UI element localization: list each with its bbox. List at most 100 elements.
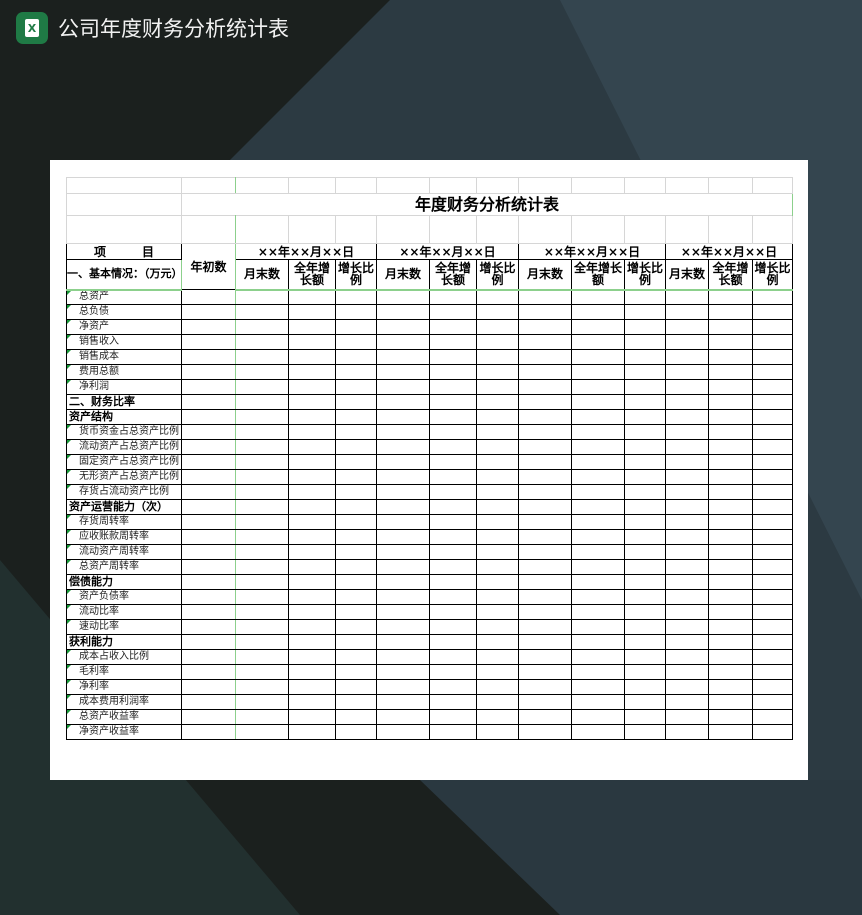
data-cell[interactable] <box>376 604 430 620</box>
data-cell[interactable] <box>752 304 793 320</box>
data-cell[interactable] <box>476 394 519 410</box>
data-cell[interactable] <box>708 634 753 650</box>
data-cell[interactable] <box>181 664 236 680</box>
data-cell[interactable] <box>235 319 289 335</box>
data-cell[interactable] <box>708 664 753 680</box>
data-cell[interactable] <box>181 544 236 560</box>
row-label[interactable]: 成本占收入比例 <box>66 649 182 665</box>
data-cell[interactable] <box>476 349 519 365</box>
data-cell[interactable] <box>181 484 236 500</box>
cell[interactable] <box>665 177 709 194</box>
row-label[interactable]: 总资产周转率 <box>66 559 182 575</box>
data-cell[interactable] <box>752 529 793 545</box>
data-cell[interactable] <box>181 424 236 440</box>
data-cell[interactable] <box>476 649 519 665</box>
data-cell[interactable] <box>752 439 793 455</box>
data-cell[interactable] <box>752 484 793 500</box>
cell[interactable] <box>571 215 625 244</box>
data-cell[interactable] <box>571 499 625 515</box>
data-cell[interactable] <box>376 499 430 515</box>
data-cell[interactable] <box>518 649 572 665</box>
data-cell[interactable] <box>429 349 477 365</box>
row-label[interactable]: 销售成本 <box>66 349 182 365</box>
data-cell[interactable] <box>476 484 519 500</box>
row-label[interactable]: 净资产收益率 <box>66 724 182 740</box>
data-cell[interactable] <box>752 499 793 515</box>
data-cell[interactable] <box>335 589 377 605</box>
data-cell[interactable] <box>429 514 477 530</box>
data-cell[interactable] <box>665 289 709 305</box>
data-cell[interactable] <box>624 709 666 725</box>
data-cell[interactable] <box>429 634 477 650</box>
data-cell[interactable] <box>624 529 666 545</box>
data-cell[interactable] <box>429 604 477 620</box>
data-cell[interactable] <box>181 364 236 380</box>
row-label[interactable]: 存货周转率 <box>66 514 182 530</box>
data-cell[interactable] <box>181 649 236 665</box>
data-cell[interactable] <box>235 289 289 305</box>
data-cell[interactable] <box>235 634 289 650</box>
data-cell[interactable] <box>571 574 625 590</box>
data-cell[interactable] <box>335 514 377 530</box>
data-cell[interactable] <box>335 439 377 455</box>
column-header[interactable]: 月末数 <box>518 259 572 291</box>
data-cell[interactable] <box>624 604 666 620</box>
data-cell[interactable] <box>571 544 625 560</box>
data-cell[interactable] <box>518 484 572 500</box>
data-cell[interactable] <box>665 409 709 425</box>
cell[interactable] <box>624 177 666 194</box>
data-cell[interactable] <box>624 379 666 395</box>
data-cell[interactable] <box>335 364 377 380</box>
data-cell[interactable] <box>376 439 430 455</box>
data-cell[interactable] <box>288 544 336 560</box>
data-cell[interactable] <box>476 469 519 485</box>
data-cell[interactable] <box>288 304 336 320</box>
data-cell[interactable] <box>376 619 430 635</box>
data-cell[interactable] <box>665 379 709 395</box>
data-cell[interactable] <box>376 724 430 740</box>
data-cell[interactable] <box>335 679 377 695</box>
data-cell[interactable] <box>752 364 793 380</box>
data-cell[interactable] <box>429 664 477 680</box>
cell[interactable] <box>235 215 289 244</box>
data-cell[interactable] <box>665 724 709 740</box>
data-cell[interactable] <box>335 289 377 305</box>
data-cell[interactable] <box>335 379 377 395</box>
data-cell[interactable] <box>235 364 289 380</box>
data-cell[interactable] <box>708 349 753 365</box>
data-cell[interactable] <box>624 424 666 440</box>
row-label[interactable]: 总资产 <box>66 289 182 305</box>
data-cell[interactable] <box>571 484 625 500</box>
column-header[interactable]: 增长比例 <box>752 259 793 291</box>
data-cell[interactable] <box>665 529 709 545</box>
data-cell[interactable] <box>335 694 377 710</box>
data-cell[interactable] <box>429 484 477 500</box>
data-cell[interactable] <box>288 289 336 305</box>
data-cell[interactable] <box>476 424 519 440</box>
data-cell[interactable] <box>429 619 477 635</box>
cell[interactable] <box>518 215 572 244</box>
data-cell[interactable] <box>429 469 477 485</box>
data-cell[interactable] <box>288 589 336 605</box>
data-cell[interactable] <box>708 679 753 695</box>
data-cell[interactable] <box>518 604 572 620</box>
data-cell[interactable] <box>335 559 377 575</box>
data-cell[interactable] <box>335 319 377 335</box>
data-cell[interactable] <box>624 499 666 515</box>
data-cell[interactable] <box>708 574 753 590</box>
data-cell[interactable] <box>288 634 336 650</box>
data-cell[interactable] <box>335 409 377 425</box>
data-cell[interactable] <box>235 619 289 635</box>
cell[interactable] <box>665 215 709 244</box>
cell[interactable] <box>571 177 625 194</box>
data-cell[interactable] <box>518 679 572 695</box>
data-cell[interactable] <box>429 574 477 590</box>
data-cell[interactable] <box>181 709 236 725</box>
data-cell[interactable] <box>518 574 572 590</box>
data-cell[interactable] <box>708 604 753 620</box>
data-cell[interactable] <box>288 694 336 710</box>
data-cell[interactable] <box>288 724 336 740</box>
data-cell[interactable] <box>429 559 477 575</box>
data-cell[interactable] <box>708 304 753 320</box>
data-cell[interactable] <box>235 469 289 485</box>
